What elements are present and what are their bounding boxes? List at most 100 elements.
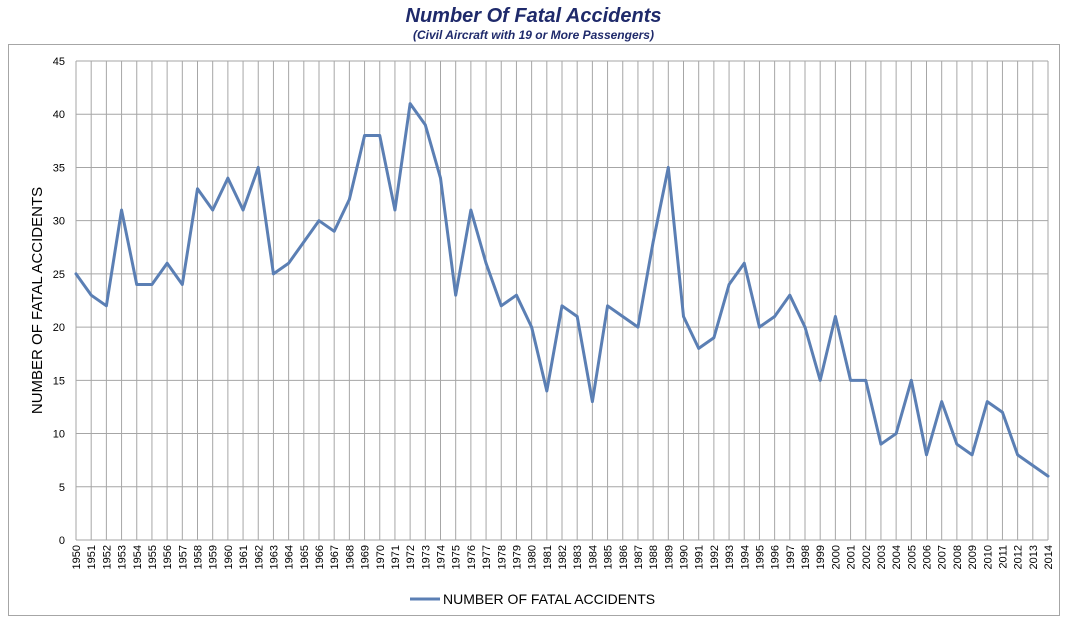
data-point (500, 304, 503, 308)
x-tick-label: 1989 (663, 545, 675, 569)
x-tick-label: 1986 (618, 545, 630, 569)
data-point (241, 208, 245, 212)
data-point (803, 325, 807, 329)
x-tick-label: 1972 (405, 545, 417, 569)
x-tick-label: 2014 (1043, 545, 1055, 569)
data-point (348, 198, 351, 201)
x-tick-label: 1975 (451, 545, 463, 569)
data-point (1031, 464, 1035, 467)
x-tick-label: 1961 (238, 545, 250, 569)
x-tick-label: 1950 (71, 545, 83, 569)
data-point (864, 379, 867, 382)
x-tick-label: 1977 (481, 545, 493, 569)
x-tick-label: 1952 (101, 545, 113, 569)
x-tick-label: 1958 (193, 545, 205, 569)
data-point (606, 304, 609, 308)
x-tick-label: 2001 (846, 545, 858, 569)
data-point (135, 283, 138, 286)
data-point (150, 283, 154, 286)
x-tick-label: 2013 (1028, 545, 1040, 569)
y-axis-title: NUMBER OF FATAL ACCIDENTS (29, 187, 46, 414)
data-point (743, 262, 746, 265)
x-tick-label: 1967 (329, 545, 341, 569)
x-tick-label: 1969 (360, 545, 372, 569)
x-tick-label: 1993 (724, 545, 736, 569)
data-point (439, 176, 442, 180)
x-tick-label: 1985 (603, 545, 615, 569)
data-point (515, 293, 518, 297)
data-point (484, 262, 488, 265)
x-tick-label: 1962 (253, 545, 265, 569)
y-tick-label: 45 (53, 56, 65, 68)
y-tick-label: 5 (59, 482, 65, 494)
x-tick-label: 1990 (679, 545, 691, 569)
x-tick-label: 2006 (922, 545, 934, 569)
x-tick-label: 2009 (967, 545, 979, 569)
data-point (302, 240, 306, 244)
x-tick-label: 1994 (739, 545, 751, 569)
legend-label: NUMBER OF FATAL ACCIDENTS (443, 591, 655, 607)
x-tick-label: 1980 (527, 545, 539, 569)
data-point (894, 432, 898, 435)
data-point (925, 453, 928, 457)
x-tick-label: 1970 (375, 545, 387, 569)
x-tick-label: 2005 (906, 545, 918, 569)
x-tick-label: 1988 (648, 545, 660, 569)
x-tick-label: 1976 (466, 545, 478, 569)
y-tick-label: 0 (59, 535, 65, 547)
data-point (120, 208, 123, 212)
x-tick-label: 1956 (162, 545, 174, 569)
data-point (651, 240, 655, 244)
data-point (89, 293, 93, 297)
data-point (682, 315, 685, 318)
y-tick-label: 35 (53, 162, 65, 174)
data-point (393, 208, 397, 212)
x-tick-label: 1982 (557, 545, 569, 569)
data-point (940, 400, 943, 403)
data-point (727, 283, 731, 286)
x-tick-label: 1987 (633, 545, 645, 569)
x-tick-label: 2011 (997, 545, 1009, 569)
data-point (818, 379, 822, 382)
data-point (530, 325, 533, 329)
data-point (697, 347, 700, 350)
data-point (332, 230, 336, 233)
data-point (1001, 411, 1004, 414)
x-tick-label: 1995 (754, 545, 766, 569)
x-tick-label: 1966 (314, 545, 326, 569)
data-point (105, 304, 108, 308)
x-tick-label: 2012 (1013, 545, 1025, 569)
data-point (408, 102, 412, 105)
x-tick-label: 2010 (982, 545, 994, 569)
x-tick-label: 1998 (800, 545, 812, 569)
data-point (181, 283, 184, 286)
data-point (363, 134, 366, 137)
data-point (712, 336, 716, 339)
data-point (788, 293, 792, 297)
x-tick-label: 1996 (770, 545, 782, 569)
data-point (986, 400, 989, 403)
x-tick-label: 1992 (709, 545, 721, 569)
data-point (970, 453, 974, 457)
x-tick-label: 2004 (891, 545, 903, 569)
x-tick-label: 1983 (572, 545, 584, 569)
y-tick-label: 40 (53, 109, 65, 121)
data-point (226, 176, 230, 180)
data-point (758, 325, 761, 329)
x-tick-label: 2000 (830, 545, 842, 569)
x-tick-label: 1964 (284, 545, 296, 569)
x-tick-label: 1981 (542, 545, 554, 569)
x-tick-label: 1965 (299, 545, 311, 569)
y-tick-label: 15 (53, 375, 65, 387)
x-tick-label: 1971 (390, 545, 402, 569)
x-tick-label: 1984 (587, 545, 599, 569)
x-tick-label: 2003 (876, 545, 888, 569)
data-point (667, 166, 670, 169)
data-point (469, 208, 473, 212)
data-point (454, 293, 457, 297)
data-point (636, 325, 640, 329)
data-point (165, 262, 169, 265)
chart-title: Number Of Fatal Accidents (405, 5, 662, 27)
data-point (1046, 474, 1050, 478)
